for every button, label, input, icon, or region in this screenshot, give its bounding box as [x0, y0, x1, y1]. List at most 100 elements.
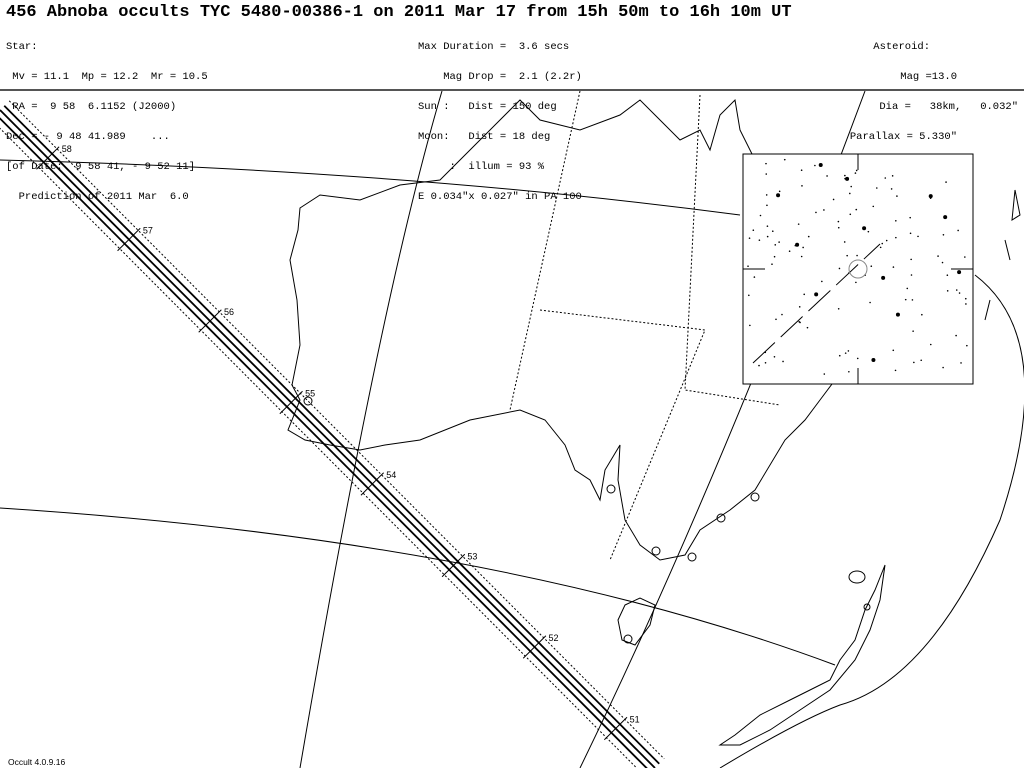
star — [753, 276, 756, 278]
star — [837, 226, 840, 229]
time-tick — [441, 553, 466, 578]
star — [849, 192, 851, 195]
star — [765, 194, 768, 196]
star — [782, 360, 784, 363]
star — [766, 235, 769, 238]
star — [929, 197, 932, 200]
star — [850, 185, 852, 188]
star — [748, 294, 750, 297]
path-line — [3, 105, 660, 765]
star — [797, 223, 800, 225]
star — [855, 169, 858, 172]
star — [929, 343, 932, 346]
star — [788, 250, 791, 253]
star — [875, 187, 878, 189]
star-magnitudes: Mv = 11.1 Mp = 12.2 Mr = 10.5 — [6, 71, 208, 83]
time-tick — [522, 635, 547, 659]
coastline-new-zealand — [718, 564, 886, 746]
asteroid-parallax: Parallax = 5.330" — [849, 131, 957, 143]
star — [778, 241, 780, 243]
star — [964, 256, 966, 258]
star — [798, 306, 801, 308]
mag-drop: Mag Drop = 2.1 (2.2r) — [418, 71, 582, 83]
star — [884, 177, 887, 179]
star — [801, 185, 803, 187]
star — [766, 204, 768, 207]
star — [838, 267, 841, 270]
target-star-circle — [848, 259, 868, 279]
star — [895, 236, 897, 239]
star — [955, 289, 958, 291]
star — [913, 361, 915, 364]
path-line — [0, 117, 648, 768]
star — [871, 358, 876, 363]
city-marker — [863, 603, 871, 611]
time-tick — [198, 309, 222, 333]
path-error-limit — [8, 100, 665, 760]
page-title: 456 Abnoba occults TYC 5480-00386-1 on 2… — [6, 3, 792, 22]
star — [946, 290, 949, 292]
star — [879, 246, 882, 249]
star — [937, 255, 939, 257]
star — [774, 244, 777, 246]
star — [815, 211, 817, 214]
star — [764, 361, 767, 364]
max-duration: Max Duration = 3.6 secs — [418, 41, 570, 53]
star — [800, 255, 803, 258]
star — [869, 301, 871, 304]
latitude-line — [0, 507, 836, 666]
star — [892, 266, 895, 268]
star — [928, 194, 933, 199]
longitude-line — [299, 91, 443, 768]
path-line — [0, 109, 656, 768]
star — [895, 219, 897, 222]
star — [800, 169, 803, 172]
star — [894, 369, 897, 372]
city-marker — [623, 634, 633, 644]
star — [881, 242, 884, 245]
time-label: 55 — [305, 389, 315, 399]
star — [896, 195, 898, 197]
star — [856, 357, 859, 360]
earth-limb — [719, 274, 1024, 768]
coastline-tasmania — [617, 597, 656, 646]
star — [843, 241, 846, 243]
star — [832, 198, 835, 201]
header-divider — [0, 89, 1024, 91]
path-error-limit — [0, 127, 638, 768]
star — [838, 354, 841, 357]
star — [758, 364, 760, 367]
time-label: 53 — [467, 552, 477, 562]
star — [771, 263, 773, 265]
star — [795, 242, 800, 247]
star — [806, 326, 809, 329]
time-tick — [360, 472, 384, 496]
star — [773, 355, 776, 358]
star — [849, 213, 852, 216]
star — [847, 350, 850, 352]
star — [771, 230, 774, 232]
star — [942, 233, 945, 236]
coastline-australia — [287, 98, 851, 561]
star — [814, 164, 816, 167]
latitude-line — [0, 159, 741, 216]
sun-distance: Sun : Dist = 150 deg — [418, 101, 557, 113]
star — [946, 274, 949, 276]
star — [862, 226, 867, 231]
star — [844, 174, 846, 177]
error-ellipse: E 0.034"x 0.027" in PA 100 — [418, 191, 582, 203]
occultation-path: 58 57 56 55 54 53 52 51 — [0, 100, 665, 768]
star — [776, 193, 781, 198]
star — [848, 370, 850, 373]
time-tick — [279, 390, 303, 415]
star — [855, 208, 858, 211]
star — [957, 229, 959, 232]
star — [964, 297, 967, 300]
star — [837, 220, 840, 223]
star — [945, 181, 947, 183]
star — [775, 318, 777, 321]
star — [818, 163, 823, 168]
star — [892, 349, 895, 352]
time-label: 54 — [386, 470, 396, 480]
